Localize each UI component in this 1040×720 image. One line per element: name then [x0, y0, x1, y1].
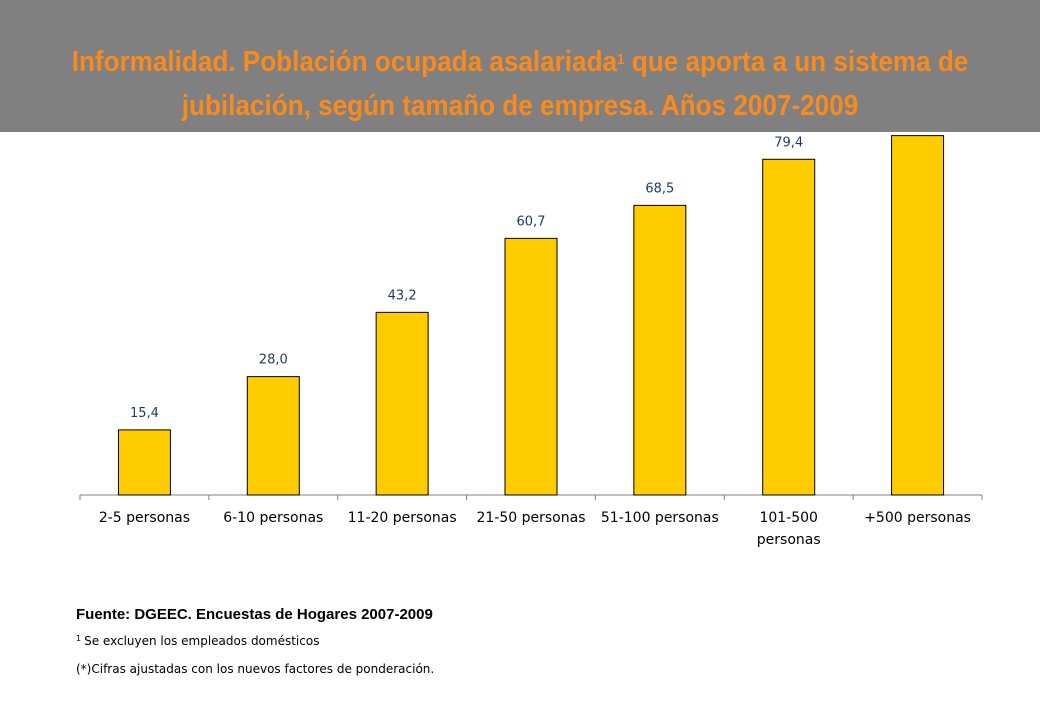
title-part1: Informalidad. Población ocupada asalaria… [71, 46, 618, 78]
adjustment-note: (*)Cifras ajustadas con los nuevos facto… [76, 662, 435, 676]
page-title: Informalidad. Población ocupada asalaria… [52, 40, 988, 128]
x-tick-label: 101-500 [759, 510, 818, 526]
title-footnote-marker: 1 [617, 51, 625, 68]
bar [891, 135, 945, 496]
data-label: 68,5 [645, 181, 674, 196]
x-tick-label: 21-50 personas [477, 510, 586, 526]
title-part2: que aporta a un sistema de jubilación, s… [181, 46, 969, 122]
footnote: 1 Se excluyen los empleados domésticos [76, 634, 434, 648]
data-label: 79,4 [774, 135, 803, 150]
footer: Fuente: DGEEC. Encuestas de Hogares 2007… [76, 606, 434, 676]
x-tick-label: 6-10 personas [223, 510, 323, 526]
x-tick-label: 51-100 personas [601, 510, 719, 526]
bar [504, 237, 558, 496]
bar [375, 311, 429, 496]
footnote-text: Se excluyen los empleados domésticos [84, 634, 320, 648]
bar [633, 204, 687, 496]
footnote-marker: 1 [76, 634, 82, 643]
data-label: 15,4 [130, 406, 159, 421]
bar [117, 429, 171, 496]
x-tick-label: 11-20 personas [348, 510, 457, 526]
title-banner [0, 0, 1040, 132]
x-tick-label: personas [757, 532, 821, 548]
bar-chart: 15,4 2-5 personas 28,0 6-10 personas 43,2 11-… [79, 135, 983, 548]
bar [246, 376, 300, 496]
data-label: 60,7 [517, 214, 546, 229]
bar [762, 158, 816, 496]
data-label: 28,0 [259, 353, 288, 368]
x-tick-label: 2-5 personas [99, 510, 190, 526]
source-text: Fuente: DGEEC. Encuestas de Hogares 2007… [76, 606, 433, 623]
data-label: 43,2 [388, 288, 417, 303]
x-tick-label: +500 personas [864, 510, 971, 526]
